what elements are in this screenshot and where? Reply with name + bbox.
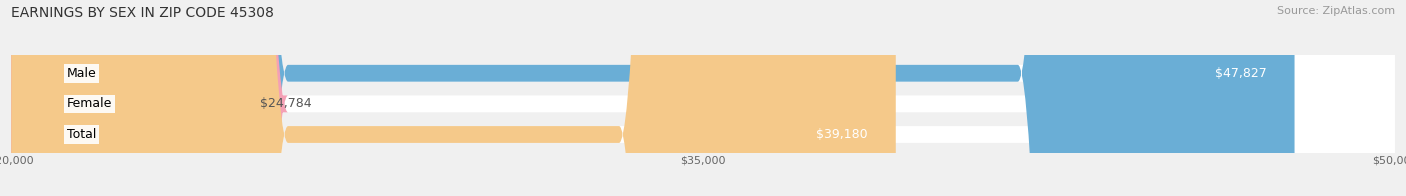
FancyBboxPatch shape [11, 0, 896, 196]
Text: Female: Female [66, 97, 112, 110]
FancyBboxPatch shape [11, 0, 1395, 196]
FancyBboxPatch shape [11, 0, 1395, 196]
FancyBboxPatch shape [11, 0, 1295, 196]
Text: $24,784: $24,784 [260, 97, 311, 110]
Text: Total: Total [66, 128, 96, 141]
Text: $39,180: $39,180 [817, 128, 868, 141]
Text: EARNINGS BY SEX IN ZIP CODE 45308: EARNINGS BY SEX IN ZIP CODE 45308 [11, 6, 274, 20]
Text: Source: ZipAtlas.com: Source: ZipAtlas.com [1277, 6, 1395, 16]
Text: $47,827: $47,827 [1215, 67, 1267, 80]
FancyBboxPatch shape [0, 0, 288, 196]
Text: Male: Male [66, 67, 97, 80]
FancyBboxPatch shape [11, 0, 1395, 196]
